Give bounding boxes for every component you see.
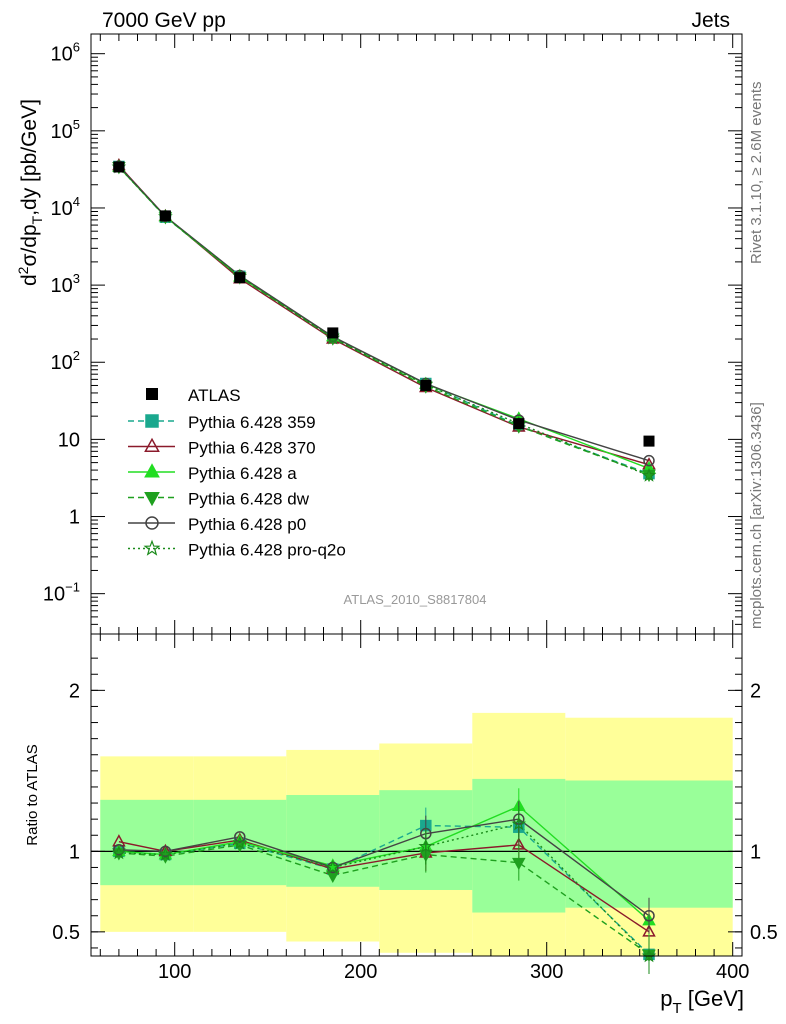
atlas-data-point — [643, 435, 655, 447]
legend-label: Pythia 6.428 pro-q2o — [188, 541, 346, 560]
ratio-series-marker — [643, 910, 655, 922]
legend-label: Pythia 6.428 a — [188, 464, 297, 483]
atlas-data-point — [420, 379, 432, 391]
rivet-version-label: Rivet 3.1.10, ≥ 2.6M events — [748, 82, 765, 265]
legend-marker — [145, 414, 159, 428]
header-category-label: Jets — [691, 9, 730, 32]
legend-label: Pythia 6.428 359 — [188, 413, 316, 432]
header-energy-label: 7000 GeV pp — [102, 9, 226, 32]
ratio-series-marker — [512, 857, 526, 871]
y-tick-label: 102 — [51, 348, 80, 374]
y-tick-label: 105 — [51, 117, 80, 143]
y-axis-title: d2σ/dpT,dy [pb/GeV] — [15, 99, 45, 286]
mcplots-label: mcplots.cern.ch [arXiv:1306.3436] — [748, 402, 765, 629]
ratio-y-tick-label-right: 2 — [750, 680, 761, 702]
series-marker — [641, 467, 657, 482]
uncertainty-band-green — [100, 799, 194, 886]
atlas-data-point — [159, 210, 171, 222]
x-tick-label: 200 — [344, 961, 377, 983]
ratio-y-tick-label-right: 1 — [750, 841, 761, 863]
legend-label: Pythia 6.428 dw — [188, 490, 310, 509]
series-marker — [643, 454, 655, 467]
y-tick-label: 106 — [51, 40, 80, 66]
y-tick-label: 104 — [51, 194, 80, 220]
atlas-data-point — [327, 327, 339, 339]
ratio-series-marker — [325, 859, 341, 874]
ratio-y-tick-label-right: 0.5 — [750, 922, 778, 944]
ratio-y-axis-title: Ratio to ATLAS — [24, 744, 41, 845]
ratio-series-marker — [418, 838, 434, 853]
legend-marker — [145, 516, 159, 530]
legend-marker — [143, 539, 161, 556]
atlas-data-point — [513, 418, 525, 430]
ratio-series-marker — [232, 835, 248, 850]
ratio-series-marker — [326, 870, 340, 884]
atlas-data-point — [234, 272, 246, 284]
legend-label: Pythia 6.428 p0 — [188, 515, 306, 534]
x-tick-label: 300 — [530, 961, 563, 983]
y-tick-label: 10−1 — [43, 580, 80, 606]
legend: ATLAS Pythia 6.428 359 Pythia 6.428 370 Pyt… — [128, 386, 346, 560]
legend-marker — [144, 463, 160, 478]
x-axis-title: pT [GeV] — [660, 986, 744, 1017]
ratio-y-tick-label: 0.5 — [52, 922, 80, 944]
x-tick-label: 100 — [158, 961, 191, 983]
y-tick-label: 103 — [51, 271, 80, 297]
ratio-series-marker — [158, 846, 173, 861]
legend-marker — [144, 491, 160, 507]
uncertainty-band-green — [565, 780, 733, 908]
legend-marker — [144, 437, 160, 453]
x-tick-label: 400 — [716, 961, 749, 983]
y-tick-label: 10 — [58, 429, 80, 451]
ratio-y-tick-label: 2 — [69, 680, 80, 702]
atlas-data-point — [113, 161, 125, 173]
legend-marker-atlas — [146, 388, 158, 400]
ratio-series-marker — [234, 831, 246, 843]
ratio-y-tick-label: 1 — [69, 841, 80, 863]
legend-label: ATLAS — [188, 386, 241, 405]
ratio-series-marker — [641, 948, 657, 963]
ratio-series-marker — [511, 816, 527, 831]
ratio-series-marker — [111, 845, 127, 860]
analysis-id-label: ATLAS_2010_S8817804 — [344, 592, 487, 607]
y-tick-label: 1 — [69, 507, 80, 529]
legend-label: Pythia 6.428 370 — [188, 439, 316, 458]
